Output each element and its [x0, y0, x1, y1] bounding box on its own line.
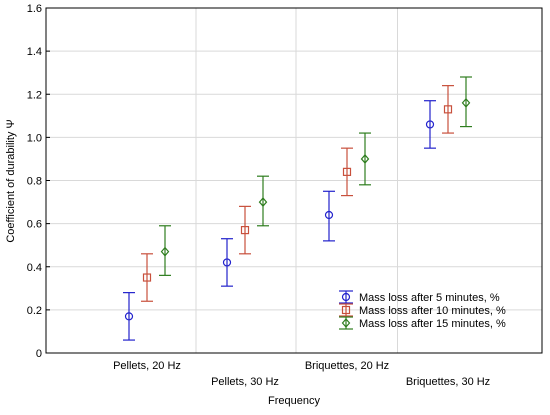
grid-layer — [46, 8, 542, 353]
legend-marker — [341, 318, 351, 328]
series-2 — [141, 85, 454, 302]
axis-layer: 0 0.2 0.4 0.6 0.8 1.0 1.2 1.4 1.6 Pellets, 20 Hz P… — [27, 3, 543, 388]
y-tick-label: 0.4 — [27, 262, 42, 274]
x-tick-label: Briquettes, 30 Hz — [406, 376, 490, 388]
y-tick-label: 0.2 — [27, 305, 42, 317]
x-tick-label: Briquettes, 20 Hz — [305, 360, 389, 372]
marks-layer — [123, 76, 472, 341]
series-3 — [159, 76, 472, 276]
data-point — [461, 97, 471, 108]
legend-label: Mass loss after 10 minutes, % — [359, 305, 506, 317]
data-point — [443, 105, 453, 114]
y-tick-label: 0.6 — [27, 219, 42, 231]
legend-label: Mass loss after 15 minutes, % — [359, 318, 506, 330]
data-point — [160, 246, 170, 257]
data-point — [222, 258, 232, 267]
data-point — [425, 120, 435, 129]
x-tick-label: Pellets, 30 Hz — [211, 376, 279, 388]
x-tick-label: Pellets, 20 Hz — [113, 360, 181, 372]
legend-label: Mass loss after 5 minutes, % — [359, 292, 500, 304]
x-axis-title: Frequency — [268, 395, 320, 407]
y-axis-title: Coefficient of durability Ψ — [5, 119, 17, 242]
data-point — [360, 154, 370, 164]
data-point — [240, 225, 250, 235]
data-point — [142, 273, 152, 282]
legend-item: Mass loss after 10 minutes, % — [339, 303, 506, 317]
legend: Mass loss after 5 minutes, %Mass loss af… — [339, 290, 506, 330]
data-point — [124, 312, 134, 321]
legend-marker — [341, 292, 351, 302]
y-tick-label: 1.2 — [27, 89, 42, 101]
legend-item: Mass loss after 5 minutes, % — [339, 290, 500, 304]
y-tick-label: 0.8 — [27, 176, 42, 188]
data-point — [258, 197, 268, 207]
legend-item: Mass loss after 15 minutes, % — [339, 316, 506, 330]
y-tick-label: 1.0 — [27, 132, 42, 144]
series-1 — [123, 100, 436, 341]
legend-marker — [341, 305, 351, 315]
data-point — [342, 167, 352, 176]
y-tick-label: 1.6 — [27, 3, 42, 15]
y-tick-label: 0 — [36, 348, 42, 360]
data-point — [324, 210, 334, 220]
y-tick-label: 1.4 — [27, 46, 42, 58]
